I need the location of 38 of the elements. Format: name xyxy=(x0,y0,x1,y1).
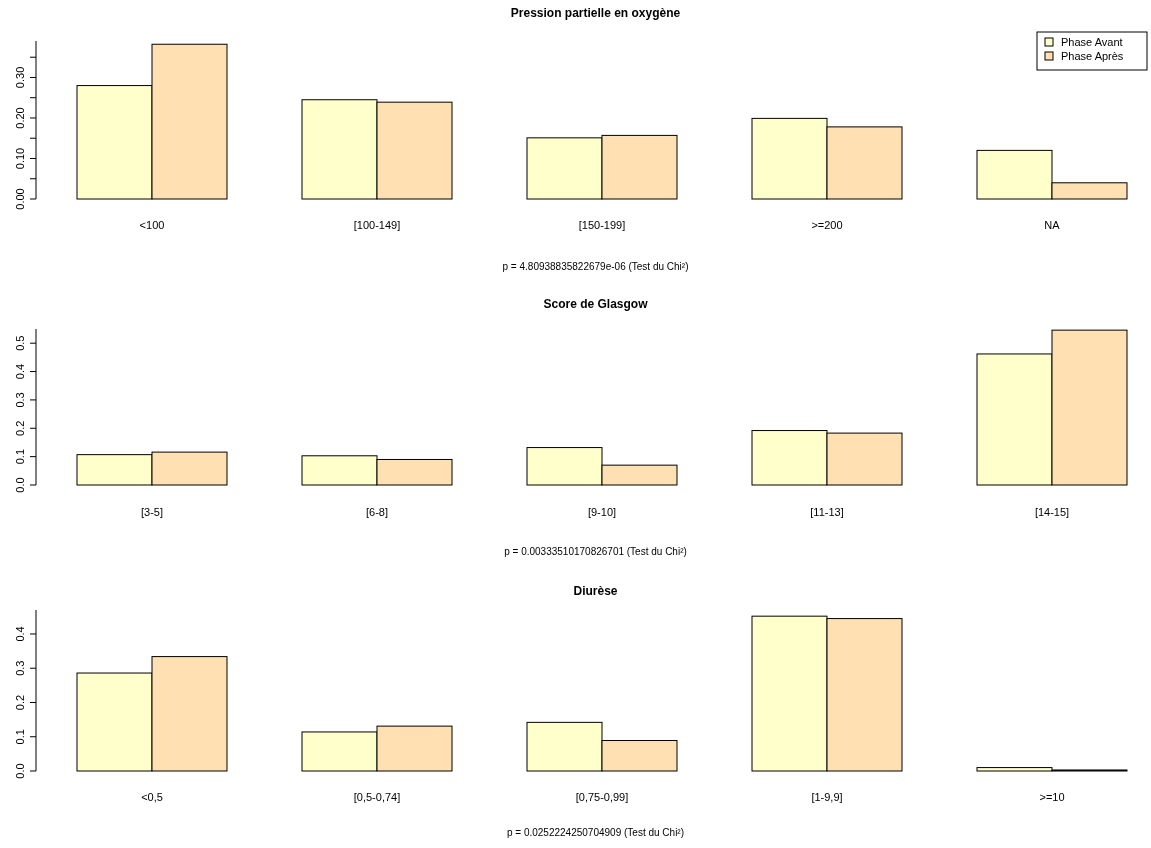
legend-label: Phase Avant xyxy=(1061,36,1123,48)
x-tick-label: <0,5 xyxy=(141,791,163,803)
y-tick-label: 0.1 xyxy=(14,448,26,465)
x-tick-label: [6-8] xyxy=(365,506,389,518)
x-tick-label: [11-13] xyxy=(810,506,844,518)
x-tick-label: [14-15] xyxy=(1034,506,1070,518)
y-tick-label: 0.2 xyxy=(14,694,26,711)
text: p = 4.80938835822679e-06 (Test du Chi²) xyxy=(502,261,689,272)
y-tick-label: 0.4 xyxy=(14,626,26,642)
y-tick-label: 0.2 xyxy=(14,420,26,436)
y-tick-label: 0.3 xyxy=(14,660,26,676)
x-tick-label: >=200 xyxy=(811,219,843,231)
y-tick-label: 0.20 xyxy=(14,107,26,129)
y-tick-label: 0.10 xyxy=(14,147,26,170)
y-tick-label: 0.30 xyxy=(14,66,26,89)
x-tick-label: [1-9,9] xyxy=(811,791,843,803)
chart-title: Pression partielle en oxygène xyxy=(510,6,681,20)
y-tick-label: 0.00 xyxy=(14,188,26,210)
legend-label: Phase Après xyxy=(1061,50,1124,62)
y-tick-label: 0.3 xyxy=(14,392,26,408)
y-tick-label: 0.4 xyxy=(14,363,26,380)
y-tick-label: 0.0 xyxy=(14,763,26,779)
chart-title: Score de Glasgow xyxy=(543,297,649,311)
text: p = 0.0252224250704909 (Test du Chi²) xyxy=(506,827,685,838)
y-tick-label: 0.0 xyxy=(14,477,26,493)
x-tick-label: >=10 xyxy=(1039,791,1065,803)
text: p = 0.00333510170826701 (Test du Chi²) xyxy=(504,546,687,557)
x-tick-label: <100 xyxy=(139,219,165,231)
x-tick-label: NA xyxy=(1044,219,1061,231)
y-tick-label: 0.5 xyxy=(14,335,26,351)
x-tick-label: [0,75-0,99] xyxy=(575,791,629,803)
x-tick-label: [150-199] xyxy=(578,219,626,231)
x-tick-label: [3-5] xyxy=(140,506,164,518)
x-tick-label: [0,5-0,74] xyxy=(353,791,401,803)
x-tick-label: [100-149] xyxy=(353,219,401,231)
y-tick-label: 0.1 xyxy=(14,729,26,745)
chart-title: Diurèse xyxy=(573,584,618,598)
x-tick-label: [9-10] xyxy=(587,506,617,518)
